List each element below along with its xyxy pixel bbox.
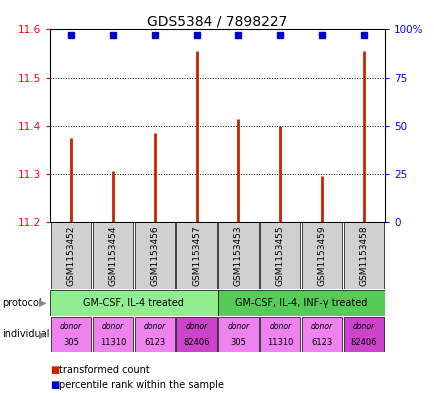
Bar: [51, 317, 91, 352]
Text: GSM1153455: GSM1153455: [275, 225, 284, 286]
Text: GSM1153453: GSM1153453: [233, 225, 242, 286]
Text: percentile rank within the sample: percentile rank within the sample: [59, 380, 223, 390]
Text: donor: donor: [269, 322, 291, 331]
Text: GM-CSF, IL-4 treated: GM-CSF, IL-4 treated: [83, 298, 184, 308]
Text: donor: donor: [310, 322, 332, 331]
Bar: [92, 317, 133, 352]
Bar: [343, 222, 383, 289]
Text: 305: 305: [63, 338, 79, 347]
Bar: [176, 222, 216, 289]
Text: donor: donor: [102, 322, 124, 331]
Text: GSM1153458: GSM1153458: [359, 225, 368, 286]
Bar: [301, 317, 342, 352]
Text: ▶: ▶: [39, 298, 46, 308]
Text: GSM1153452: GSM1153452: [66, 225, 75, 286]
Text: ▶: ▶: [39, 329, 46, 340]
Text: 82406: 82406: [350, 338, 376, 347]
Text: donor: donor: [60, 322, 82, 331]
Text: GSM1153459: GSM1153459: [317, 225, 326, 286]
Text: 6123: 6123: [311, 338, 332, 347]
Text: GSM1153457: GSM1153457: [192, 225, 201, 286]
Text: 6123: 6123: [144, 338, 165, 347]
Text: donor: donor: [352, 322, 374, 331]
Bar: [134, 222, 174, 289]
Text: transformed count: transformed count: [59, 365, 149, 375]
Bar: [218, 222, 258, 289]
Text: GM-CSF, IL-4, INF-γ treated: GM-CSF, IL-4, INF-γ treated: [234, 298, 367, 308]
Bar: [218, 317, 258, 352]
Bar: [176, 317, 216, 352]
Text: individual: individual: [2, 329, 49, 340]
Text: ■: ■: [50, 380, 59, 390]
Bar: [134, 317, 174, 352]
Text: donor: donor: [143, 322, 165, 331]
Bar: [92, 222, 133, 289]
Text: donor: donor: [185, 322, 207, 331]
Text: 82406: 82406: [183, 338, 209, 347]
Bar: [51, 222, 91, 289]
Bar: [50, 290, 217, 316]
Text: protocol: protocol: [2, 298, 42, 308]
Text: GSM1153456: GSM1153456: [150, 225, 159, 286]
Bar: [260, 317, 300, 352]
Bar: [301, 222, 342, 289]
Title: GDS5384 / 7898227: GDS5384 / 7898227: [147, 14, 287, 28]
Text: donor: donor: [227, 322, 249, 331]
Text: GSM1153454: GSM1153454: [108, 225, 117, 286]
Text: 305: 305: [230, 338, 246, 347]
Bar: [260, 222, 300, 289]
Text: ■: ■: [50, 365, 59, 375]
Bar: [217, 290, 384, 316]
Text: 11310: 11310: [266, 338, 293, 347]
Text: 11310: 11310: [99, 338, 126, 347]
Bar: [343, 317, 383, 352]
